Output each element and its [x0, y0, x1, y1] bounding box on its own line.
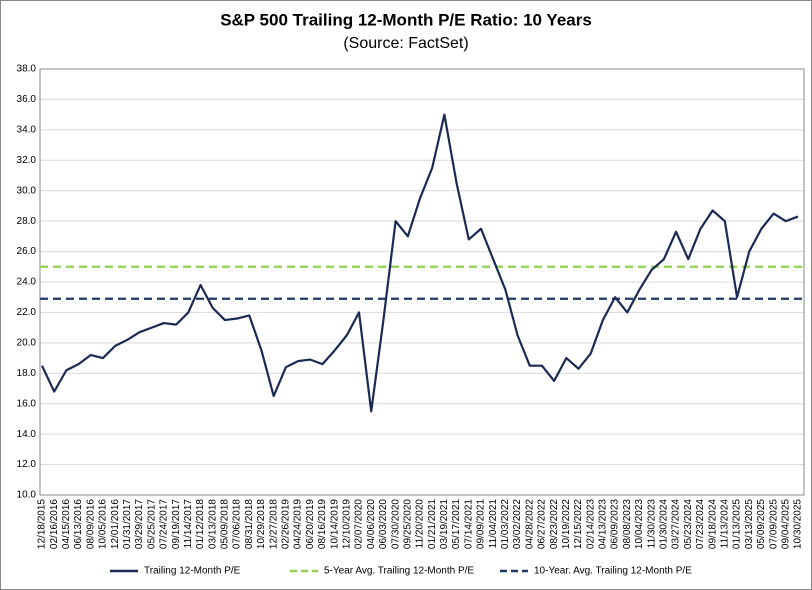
- x-tick-label: 08/16/2019: [317, 499, 328, 549]
- x-tick-label: 03/02/2022: [512, 499, 523, 549]
- x-tick-label: 04/24/2019: [293, 499, 304, 549]
- x-tick-label: 08/08/2023: [622, 499, 633, 549]
- legend-label: 10-Year. Avg. Trailing 12-Month P/E: [534, 566, 692, 577]
- x-tick-label: 02/16/2016: [49, 499, 60, 549]
- x-tick-label: 04/06/2020: [366, 499, 377, 549]
- y-tick-label: 34.0: [17, 124, 37, 135]
- x-tick-label: 11/30/2023: [646, 499, 657, 549]
- x-tick-label: 09/09/2021: [476, 499, 487, 549]
- x-tick-label: 05/09/2018: [220, 499, 231, 549]
- x-tick-label: 03/27/2024: [671, 499, 682, 549]
- plot-border: [39, 68, 805, 496]
- x-tick-label: 04/28/2022: [524, 499, 535, 549]
- x-tick-label: 08/31/2018: [244, 499, 255, 549]
- x-tick-label: 10/30/2025: [793, 499, 804, 549]
- y-tick-label: 16.0: [17, 398, 37, 409]
- x-tick-label: 06/09/2023: [610, 499, 621, 549]
- x-tick-label: 01/12/2018: [195, 499, 206, 549]
- x-tick-label: 07/09/2025: [768, 499, 779, 549]
- x-tick-label: 01/30/2024: [659, 499, 670, 549]
- y-tick-label: 36.0: [17, 94, 37, 105]
- x-tick-label: 03/13/2025: [744, 499, 755, 549]
- x-tick-label: 10/19/2022: [561, 499, 572, 549]
- x-tick-label: 08/23/2022: [549, 499, 560, 549]
- x-tick-label: 11/13/2024: [719, 499, 730, 549]
- x-tick-label: 02/26/2019: [281, 499, 292, 549]
- y-tick-label: 22.0: [17, 307, 37, 318]
- y-tick-label: 10.0: [17, 490, 37, 501]
- legend-label: Trailing 12-Month P/E: [144, 566, 241, 577]
- x-tick-label: 09/25/2020: [402, 499, 413, 549]
- chart-title: S&P 500 Trailing 12-Month P/E Ratio: 10 …: [220, 10, 592, 29]
- x-tick-label: 12/10/2019: [341, 499, 352, 549]
- x-tick-label: 07/23/2024: [695, 499, 706, 549]
- y-tick-label: 18.0: [17, 368, 37, 379]
- legend-label: 5-Year Avg. Trailing 12-Month P/E: [324, 566, 474, 577]
- x-tick-label: 03/13/2018: [207, 499, 218, 549]
- x-tick-label: 09/04/2025: [780, 499, 791, 549]
- x-tick-label: 07/06/2018: [232, 499, 243, 549]
- y-tick-label: 32.0: [17, 155, 37, 166]
- x-tick-label: 06/27/2022: [537, 499, 548, 549]
- data-line: [41, 113, 799, 413]
- x-tick-label: 11/14/2017: [183, 499, 194, 549]
- x-tick-label: 01/03/2022: [500, 499, 511, 549]
- x-tick-label: 12/27/2018: [268, 499, 279, 549]
- x-tick-label: 08/09/2016: [85, 499, 96, 549]
- x-tick-label: 04/15/2016: [61, 499, 72, 549]
- chart-subtitle: (Source: FactSet): [343, 35, 468, 52]
- x-tick-label: 01/21/2021: [427, 499, 438, 549]
- x-tick-label: 11/04/2021: [488, 499, 499, 549]
- x-tick-label: 01/13/2025: [732, 499, 743, 549]
- x-tick-label: 12/18/2015: [37, 499, 48, 549]
- x-tick-label: 07/30/2020: [390, 499, 401, 549]
- x-tick-label: 05/25/2017: [146, 499, 157, 549]
- y-tick-label: 14.0: [17, 429, 37, 440]
- x-tick-label: 06/13/2016: [73, 499, 84, 549]
- x-tick-label: 02/07/2020: [354, 499, 365, 549]
- x-tick-label: 12/15/2022: [573, 499, 584, 549]
- x-tick-label: 01/31/2017: [122, 499, 133, 549]
- x-tick-label: 06/03/2020: [378, 499, 389, 549]
- y-tick-label: 38.0: [17, 64, 37, 75]
- x-tick-label: 10/29/2018: [256, 499, 267, 549]
- x-tick-label: 04/13/2023: [598, 499, 609, 549]
- y-tick-label: 12.0: [17, 459, 37, 470]
- x-tick-label: 05/23/2024: [683, 499, 694, 549]
- x-tick-label: 07/24/2017: [159, 499, 170, 549]
- x-tick-label: 05/17/2021: [451, 499, 462, 549]
- y-tick-label: 28.0: [17, 216, 37, 227]
- x-tick-label: 02/14/2023: [585, 499, 596, 549]
- y-tick-label: 20.0: [17, 337, 37, 348]
- x-tick-label: 06/20/2019: [305, 499, 316, 549]
- x-tick-label: 10/05/2016: [98, 499, 109, 549]
- x-tick-label: 11/20/2020: [415, 499, 426, 549]
- y-tick-label: 24.0: [17, 277, 37, 288]
- x-tick-label: 10/04/2023: [634, 499, 645, 549]
- x-tick-label: 03/29/2017: [134, 499, 145, 549]
- x-tick-label: 09/19/2017: [171, 499, 182, 549]
- x-tick-label: 10/14/2019: [329, 499, 340, 549]
- y-tick-label: 30.0: [17, 185, 37, 196]
- x-tick-label: 09/18/2024: [707, 499, 718, 549]
- x-tick-label: 05/09/2025: [756, 499, 767, 549]
- x-tick-label: 12/01/2016: [110, 499, 121, 549]
- x-tick-label: 03/19/2021: [439, 499, 450, 549]
- x-tick-label: 07/14/2021: [463, 499, 474, 549]
- y-tick-label: 26.0: [17, 246, 37, 257]
